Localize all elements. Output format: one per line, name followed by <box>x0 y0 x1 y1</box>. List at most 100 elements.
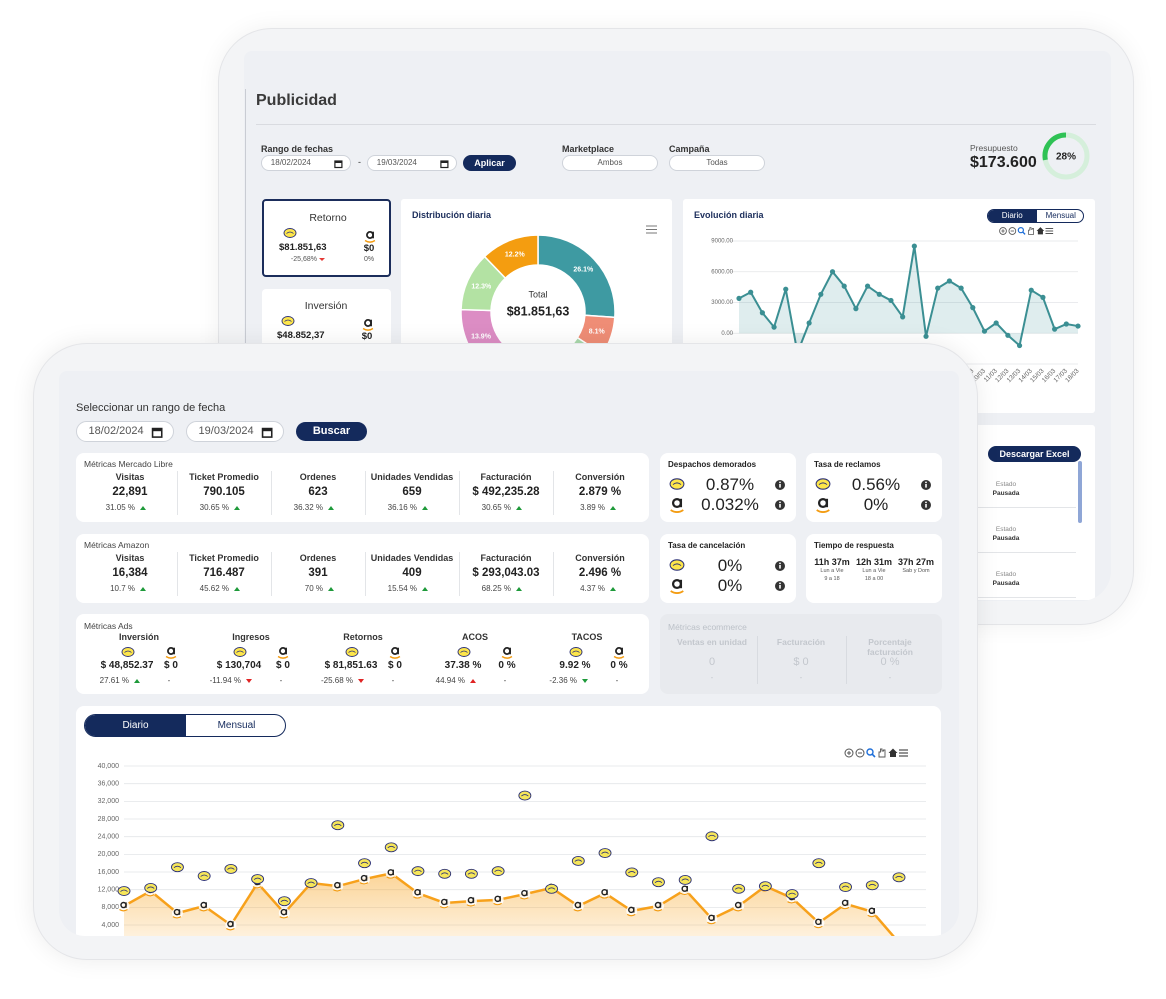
mercadolibre-icon-hands <box>286 231 294 234</box>
amazon-value: $ 0 <box>388 660 402 671</box>
point-badge <box>546 882 558 894</box>
zoom-out-icon <box>1008 227 1017 235</box>
metric-label: Facturación <box>480 471 532 482</box>
row-label: Estado <box>995 526 1017 534</box>
zoom-icon-handle <box>1022 231 1026 235</box>
date-input[interactable]: 18/02/2024 <box>261 155 351 171</box>
trend-arrow <box>233 505 240 510</box>
metric-value: 716.487 <box>203 567 245 580</box>
toggle-option-active[interactable]: Diario <box>988 210 1037 222</box>
point-badge <box>118 900 130 912</box>
amazon-icon <box>494 895 501 903</box>
mercadolibre-icon <box>705 831 719 842</box>
amazon-icon <box>387 869 394 876</box>
point-badge <box>866 906 878 918</box>
zoom-in-icon-plus <box>847 751 851 755</box>
mercadolibre-icon <box>865 880 879 891</box>
amazon-point <box>465 895 477 907</box>
response-days: Sab y Dom <box>902 567 930 574</box>
amazon-rate: 0% <box>863 494 889 514</box>
select-input[interactable]: Todas <box>669 155 765 171</box>
mercadolibre-icon-hands <box>788 892 796 895</box>
toggle-option[interactable]: Mensual <box>1045 211 1076 220</box>
toggle-option[interactable]: Mensual <box>217 720 256 731</box>
response-card: Tiempo de respuesta 11h 37m Lun a Vie 9 a 1… <box>806 534 942 603</box>
amazon-icon <box>681 885 688 892</box>
period-toggle[interactable]: Diario Mensual <box>987 209 1084 223</box>
trend-arrow <box>609 505 616 510</box>
point <box>970 305 976 311</box>
mercadolibre-icon-hands <box>572 650 580 653</box>
summary-card: Retorno $81.851,63 -25,68% $0 0% <box>262 199 391 277</box>
toggle-option-active[interactable]: Diario <box>85 715 186 736</box>
date-input[interactable]: 19/03/2024 <box>367 155 457 171</box>
info-icon-bar <box>779 585 781 589</box>
select-input[interactable]: Ambos <box>562 155 658 171</box>
rate-card: Despachos demorados 0.87% 0.032% <box>660 453 796 522</box>
info-icon <box>921 480 931 490</box>
mercadolibre-icon-hands <box>761 884 770 887</box>
mercadolibre-point <box>304 878 318 889</box>
metric-label: Conversión <box>575 471 625 482</box>
response-hours: 9 a 18 <box>824 575 840 582</box>
amazon-icon <box>227 920 234 928</box>
point-badge <box>519 888 531 900</box>
amazon-icon <box>280 908 288 916</box>
amazon-point <box>305 877 317 889</box>
info-icon-bar <box>779 565 781 569</box>
sidebar-border <box>245 89 246 379</box>
period-toggle[interactable]: Diario Mensual <box>84 714 286 737</box>
info-icon-bar <box>925 484 927 488</box>
search-button[interactable]: Buscar <box>296 422 367 441</box>
donut-label: 12.2% <box>505 251 526 258</box>
y-tick-label: 12,000 <box>98 887 120 894</box>
amazon-rate: 0.032% <box>701 494 759 514</box>
metric-change: 31.05 % <box>105 503 135 513</box>
amazon-icon-smile <box>332 889 342 892</box>
calendar-icon-top <box>262 428 272 432</box>
mercadolibre-icon-hands <box>200 874 208 877</box>
mercadolibre-icon <box>892 872 906 883</box>
point-badge <box>198 900 210 912</box>
download-button[interactable]: Descargar Excel <box>988 446 1081 462</box>
home-icon <box>888 748 898 757</box>
point-badge <box>572 900 584 912</box>
mercadolibre-icon <box>457 647 471 657</box>
amazon-icon <box>671 497 683 509</box>
row-divider <box>961 597 1076 598</box>
date-input[interactable]: 19/03/2024 <box>186 421 284 442</box>
amazon-icon <box>868 907 876 915</box>
card-title: Inversión <box>304 299 348 312</box>
ml-value: $81.851,63 <box>279 242 327 254</box>
input-icon <box>334 160 343 169</box>
trend-arrow <box>245 678 252 683</box>
point <box>958 285 964 291</box>
area-fill <box>739 246 1078 353</box>
amazon-icon <box>615 647 623 655</box>
metric-label: ACOS <box>461 631 488 642</box>
mercadolibre-point <box>892 872 906 883</box>
ecommerce-value: 0 % <box>880 656 900 669</box>
mercadolibre-icon-hands <box>173 865 182 868</box>
zoom-out-icon <box>855 748 865 758</box>
metric-label: Facturación <box>480 552 532 563</box>
apply-button[interactable]: Aplicar <box>463 155 516 171</box>
trend-arrow <box>609 586 616 591</box>
filter-label: Rango de fechas <box>261 143 334 154</box>
point-badge <box>759 880 771 892</box>
mercadolibre-icon-hands <box>601 851 609 854</box>
mercadolibre-icon <box>812 858 826 869</box>
amazon-icon-smile <box>670 509 684 514</box>
metric-label: Visitas <box>115 552 145 563</box>
y-tick-label: 6000.00 <box>711 269 733 275</box>
ecommerce-label: Porcentaje facturación <box>867 637 913 657</box>
amazon-icon <box>414 888 421 896</box>
mercadolibre-icon-hands <box>334 823 342 827</box>
mercadolibre-point <box>865 880 879 891</box>
amazon-point <box>786 892 798 904</box>
metric-change: 10.7 % <box>110 584 135 594</box>
amazon-value: $0 <box>361 331 373 343</box>
ml-change: -25,68% <box>290 255 317 263</box>
date-input[interactable]: 18/02/2024 <box>76 421 174 442</box>
